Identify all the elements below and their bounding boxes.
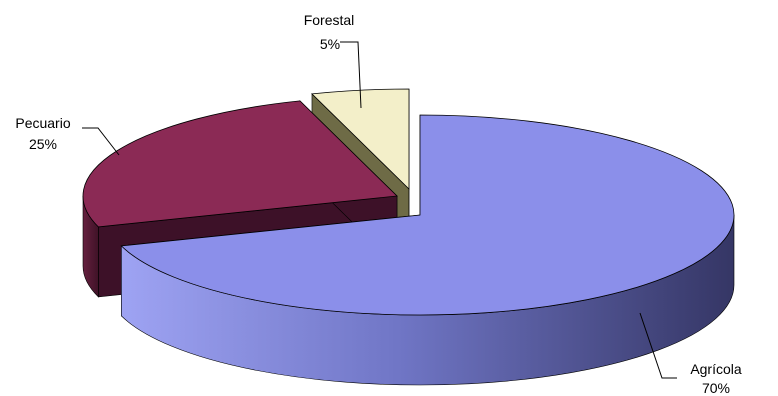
pecuario-slice xyxy=(82,100,398,228)
agricola-leader-line xyxy=(639,312,677,379)
pie-tops xyxy=(82,88,735,316)
pecuario-value-label: 25% xyxy=(29,136,57,152)
agricola-value-label: 70% xyxy=(702,380,730,396)
agricola-category-label: Agrícola xyxy=(690,361,742,377)
forestal-value-label: 5% xyxy=(320,36,340,52)
pecuario-leader-line xyxy=(82,127,120,156)
agricola-slice xyxy=(120,114,735,316)
pecuario-category-label: Pecuario xyxy=(15,115,70,131)
forestal-leader-line xyxy=(340,41,362,109)
forestal-category-label: Forestal xyxy=(304,12,355,28)
